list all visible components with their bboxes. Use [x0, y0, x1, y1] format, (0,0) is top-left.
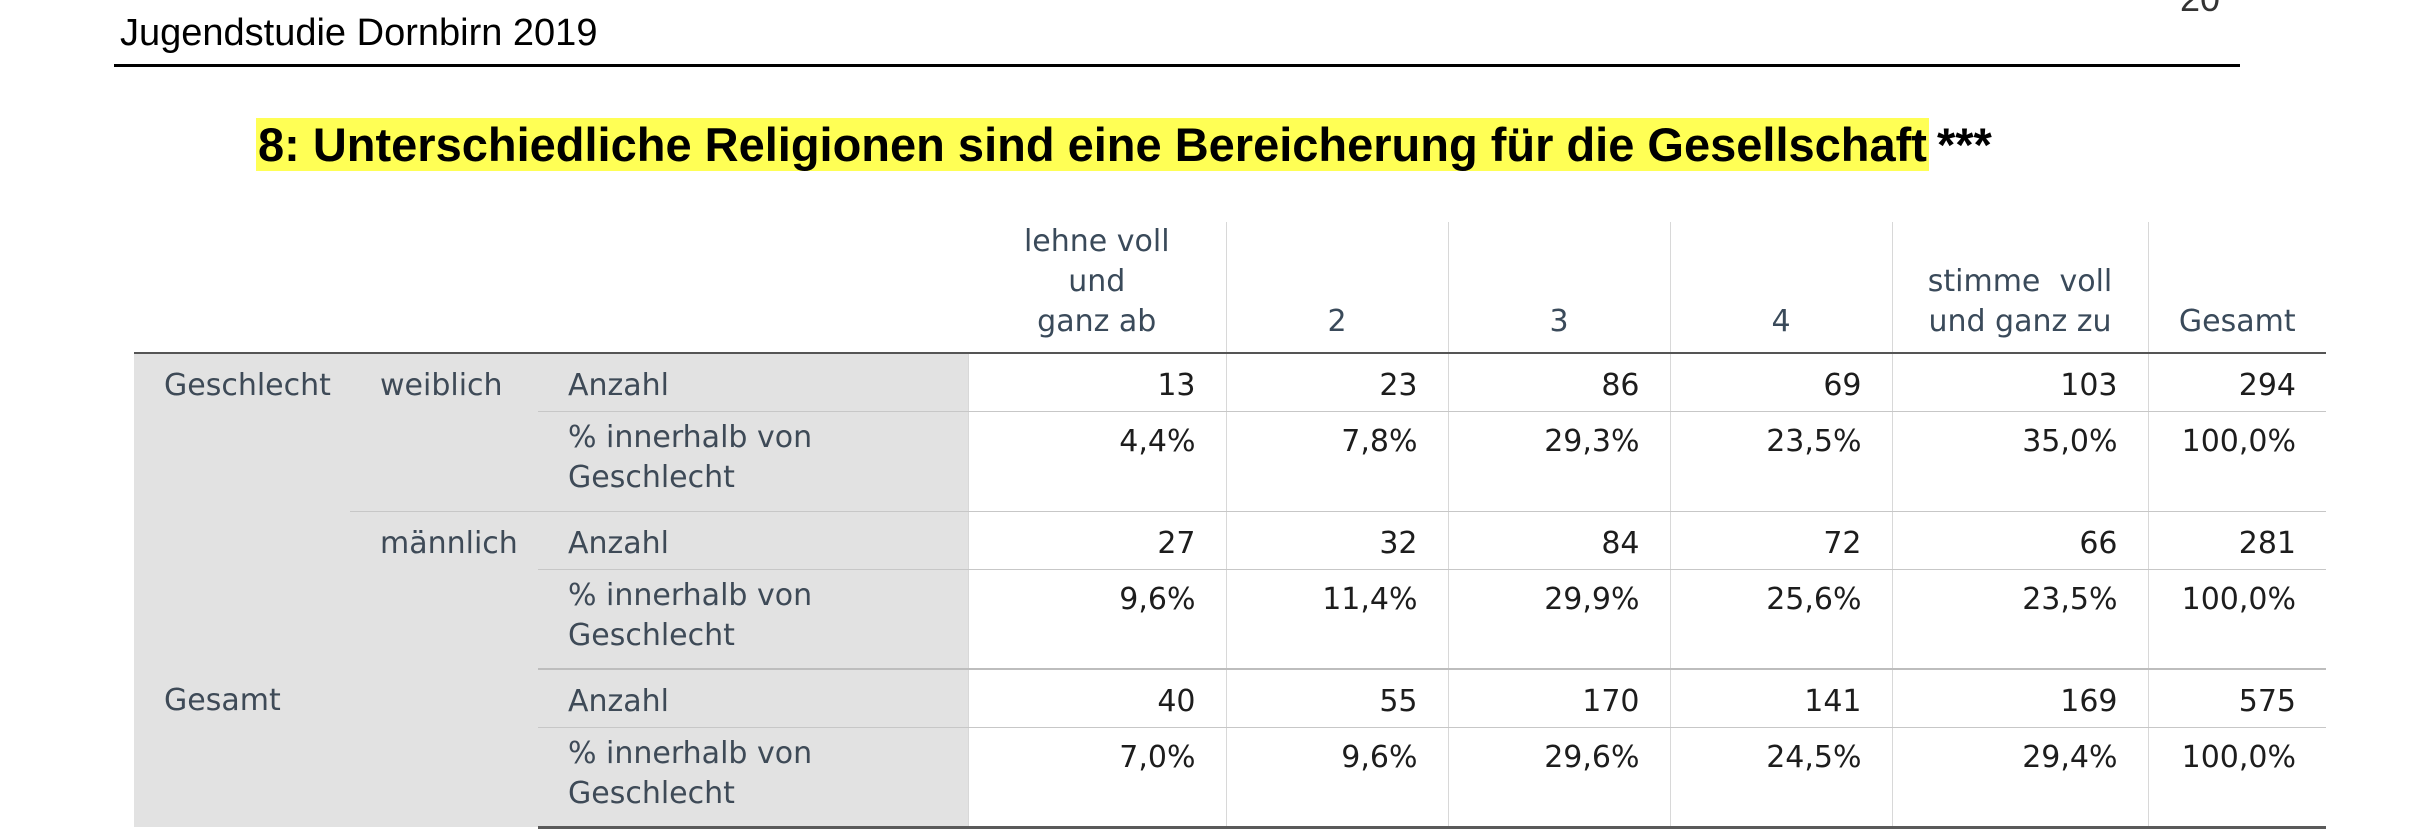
column-header: 2 [1225, 222, 1448, 353]
table-cell: 281 [2147, 511, 2326, 570]
table-cell: 29,3% [1447, 411, 1670, 512]
table-cell: 4,4% [967, 411, 1226, 512]
table-cell: 29,9% [1447, 569, 1670, 670]
measure-label: Anzahl [538, 669, 968, 728]
corner-cell [538, 222, 968, 353]
group-label: Gesamt [134, 669, 350, 827]
table-cell: 84 [1447, 511, 1670, 570]
table-cell: 27 [967, 511, 1226, 570]
table-title: 8: Unterschiedliche Religionen sind eine… [256, 112, 1992, 178]
table-cell: 294 [2147, 353, 2326, 412]
table-cell: 100,0% [2147, 727, 2326, 829]
header-rule [114, 64, 2240, 67]
document-header: Jugendstudie Dornbirn 2019 [120, 12, 598, 54]
corner-cell [134, 222, 350, 353]
title-text: 8: Unterschiedliche Religionen sind eine… [256, 118, 1929, 171]
table-cell: 35,0% [1891, 411, 2148, 512]
table-cell: 66 [1891, 511, 2148, 570]
table-cell: 9,6% [1225, 727, 1448, 829]
column-header: 4 [1669, 222, 1892, 353]
table-cell: 23,5% [1669, 411, 1892, 512]
measure-label: % innerhalb von Geschlecht [538, 727, 968, 829]
table-cell: 141 [1669, 669, 1892, 728]
measure-label: Anzahl [538, 511, 968, 570]
column-header: lehne voll und ganz ab [1023, 224, 1170, 339]
table-cell: 7,8% [1225, 411, 1448, 512]
crosstab: lehne voll und ganz ab 2 3 4 stimme voll u… [134, 222, 2326, 829]
column-header-row: lehne voll und ganz ab 2 3 4 stimme voll u… [134, 222, 2326, 353]
table-cell: 55 [1225, 669, 1448, 728]
table-row: % innerhalb von Geschlecht 4,4% 7,8% 29,3… [134, 411, 2326, 512]
table-cell: 32 [1225, 511, 1448, 570]
column-header: Gesamt [2147, 222, 2326, 353]
table-cell: 29,6% [1447, 727, 1670, 829]
table-cell: 86 [1447, 353, 1670, 412]
table-cell: 9,6% [967, 569, 1226, 670]
table-cell: 100,0% [2147, 569, 2326, 670]
page-number: 20 [2180, 0, 2220, 20]
subgroup-label [350, 669, 538, 827]
table-cell: 72 [1669, 511, 1892, 570]
subgroup-label: weiblich [350, 353, 538, 511]
table-cell: 103 [1891, 353, 2148, 412]
table-cell: 169 [1891, 669, 2148, 728]
column-header: 3 [1447, 222, 1670, 353]
table-cell: 13 [967, 353, 1226, 412]
subgroup-label: männlich [350, 510, 538, 669]
measure-label: % innerhalb von Geschlecht [538, 411, 968, 512]
table-cell: 69 [1669, 353, 1892, 412]
table-row: % innerhalb von Geschlecht 7,0% 9,6% 29,6… [134, 727, 2326, 829]
table-cell: 7,0% [967, 727, 1226, 829]
table-row: Geschlecht weiblich Anzahl 13 23 86 69 1… [134, 353, 2326, 669]
significance-stars: *** [1936, 118, 1992, 171]
table-cell: 170 [1447, 669, 1670, 728]
table-cell: 24,5% [1669, 727, 1892, 829]
table-cell: 23 [1225, 353, 1448, 412]
table-cell: 23,5% [1891, 569, 2148, 670]
measure-label: % innerhalb von Geschlecht [538, 569, 968, 670]
corner-cell [350, 222, 538, 353]
table-row: Gesamt Anzahl 40 55 170 141 169 575 [134, 669, 2326, 827]
column-header: stimme voll und ganz zu [1891, 222, 2148, 353]
group-label: Geschlecht [134, 353, 350, 669]
measure-label: Anzahl [538, 353, 968, 412]
table-cell: 25,6% [1669, 569, 1892, 670]
table-row: männlich Anzahl 27 32 84 72 66 281 [134, 510, 2326, 669]
table-row: % innerhalb von Geschlecht 9,6% 11,4% 29,… [134, 569, 2326, 670]
table-cell: 575 [2147, 669, 2326, 728]
table-cell: 29,4% [1891, 727, 2148, 829]
table-cell: 100,0% [2147, 411, 2326, 512]
table-cell: 11,4% [1225, 569, 1448, 670]
table-cell: 40 [967, 669, 1226, 728]
